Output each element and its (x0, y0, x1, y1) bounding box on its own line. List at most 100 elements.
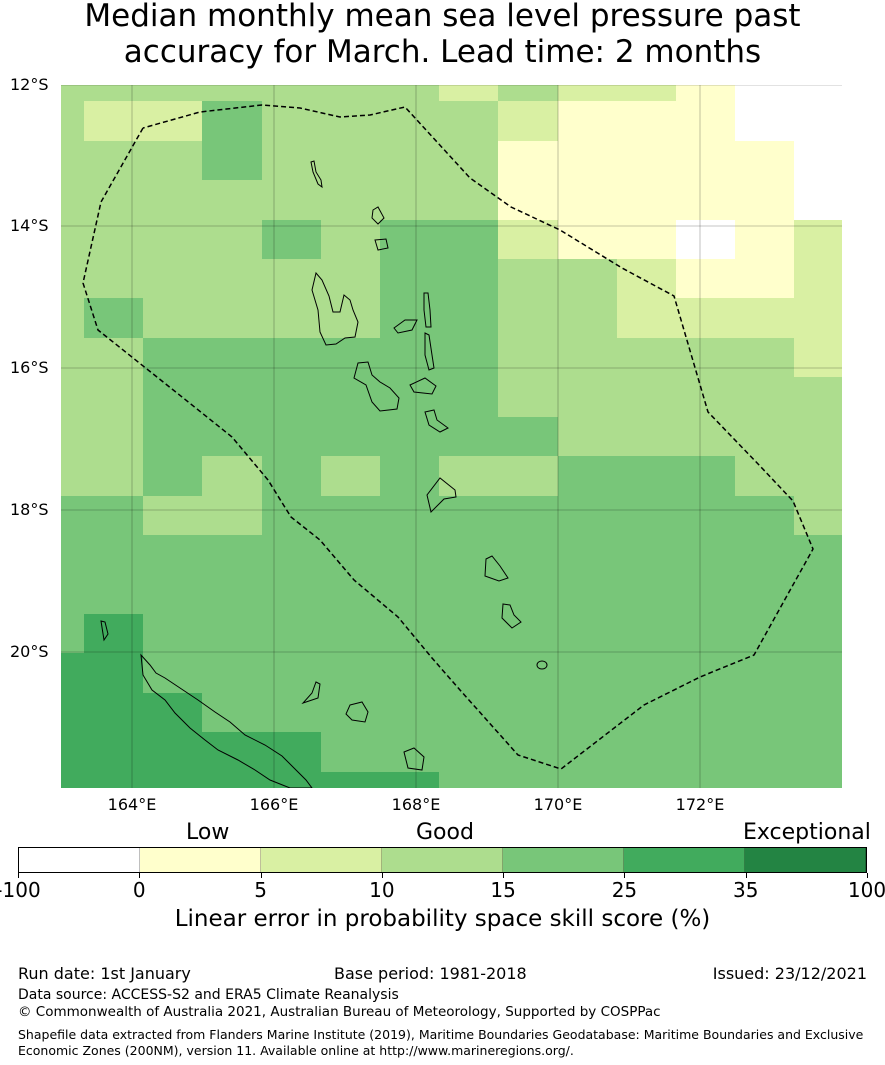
skill-cell (735, 496, 795, 536)
coast-epi (424, 409, 449, 433)
skill-cell (558, 259, 618, 299)
skill-cell (439, 417, 499, 457)
skill-cell (202, 574, 263, 615)
skill-cell (439, 653, 499, 694)
skill-cell (262, 456, 322, 497)
skill-cell (61, 772, 85, 788)
skill-cell (380, 180, 440, 221)
colorbar-tick (139, 873, 141, 878)
colorbar-segment (382, 848, 503, 872)
skill-cell (558, 377, 618, 418)
skill-cell (498, 338, 559, 378)
skill-cell (617, 180, 677, 221)
skill-map (61, 85, 842, 788)
skill-cell (202, 732, 263, 773)
skill-cell (617, 496, 677, 536)
skill-cell (439, 298, 499, 339)
skill-cell (794, 456, 842, 497)
skill-cell (61, 574, 85, 615)
skill-cell (61, 85, 85, 102)
colorbar-tick-label: 15 (490, 878, 516, 902)
skill-cell (676, 693, 736, 733)
skill-cell (143, 220, 203, 260)
skill-cell (794, 574, 842, 615)
skill-cell (498, 220, 559, 260)
skill-cell (321, 377, 381, 418)
skill-cell (143, 496, 203, 536)
legend-category-exceptional: Exceptional (743, 820, 871, 845)
skill-cell (617, 298, 677, 339)
skill-cell (558, 653, 618, 694)
skill-cell (735, 259, 795, 299)
skill-cell (735, 85, 795, 102)
colorbar-segment (624, 848, 745, 872)
skill-cell (558, 417, 618, 457)
skill-cell (558, 101, 618, 142)
lon-tick-label: 166°E (249, 795, 299, 814)
skill-cell (84, 338, 144, 378)
skill-cell (735, 180, 795, 221)
skill-cell (202, 377, 263, 418)
skill-cell (262, 772, 322, 788)
skill-cell (498, 456, 559, 497)
skill-cell (61, 377, 85, 418)
skill-cell (735, 338, 795, 378)
coast-loyalty-lifou (345, 701, 369, 723)
skill-cell (321, 85, 381, 102)
skill-cell (84, 772, 144, 788)
skill-cell (202, 614, 263, 654)
skill-cell (321, 141, 381, 181)
skill-cell (61, 693, 85, 733)
skill-cell (498, 614, 559, 654)
skill-cell (143, 693, 203, 733)
skill-cell (143, 338, 203, 378)
skill-cell (321, 732, 381, 773)
skill-cell (558, 772, 618, 788)
skill-cell (262, 535, 322, 575)
skill-cell (61, 338, 85, 378)
skill-cell (794, 338, 842, 378)
skill-cell (794, 732, 842, 773)
skill-cell (735, 653, 795, 694)
lon-tick-label: 170°E (533, 795, 583, 814)
skill-cell (84, 653, 144, 694)
skill-cell (262, 259, 322, 299)
skill-cell (498, 298, 559, 339)
skill-cell (202, 456, 263, 497)
skill-cell (84, 180, 144, 221)
skill-cell (498, 535, 559, 575)
coast-malekula (353, 361, 400, 412)
skill-cell (380, 220, 440, 260)
skill-cell (676, 653, 736, 694)
skill-cell (558, 732, 618, 773)
skill-cell (84, 259, 144, 299)
skill-cell (380, 535, 440, 575)
skill-cell (143, 574, 203, 615)
shapefile-credit-line-2: Economic Zones (200NM), version 11. Avai… (18, 1043, 574, 1058)
skill-cell (202, 772, 263, 788)
skill-cell (735, 614, 795, 654)
coast-efate (426, 477, 457, 513)
colorbar-tick (867, 873, 868, 878)
skill-cell (262, 574, 322, 615)
lat-tick-label: 14°S (10, 216, 49, 235)
skill-cell (321, 259, 381, 299)
skill-cell (735, 772, 795, 788)
base-period: Base period: 1981-2018 (334, 964, 527, 983)
skill-cell (439, 732, 499, 773)
colorbar-tick (260, 873, 262, 878)
colorbar-label: Linear error in probability space skill … (174, 906, 711, 932)
skill-cell (617, 772, 677, 788)
skill-cell (439, 496, 499, 536)
lat-tick-label: 16°S (10, 358, 49, 377)
title-line-2: accuracy for March. Lead time: 2 months (123, 34, 762, 70)
skill-cell (61, 653, 85, 694)
skill-cell (84, 101, 144, 142)
skill-cell (558, 614, 618, 654)
skill-cell (380, 693, 440, 733)
colorbar-tick-label: 35 (732, 878, 759, 902)
skill-cell (84, 535, 144, 575)
skill-cell (617, 141, 677, 181)
skill-cell (61, 259, 85, 299)
skill-cell (380, 574, 440, 615)
